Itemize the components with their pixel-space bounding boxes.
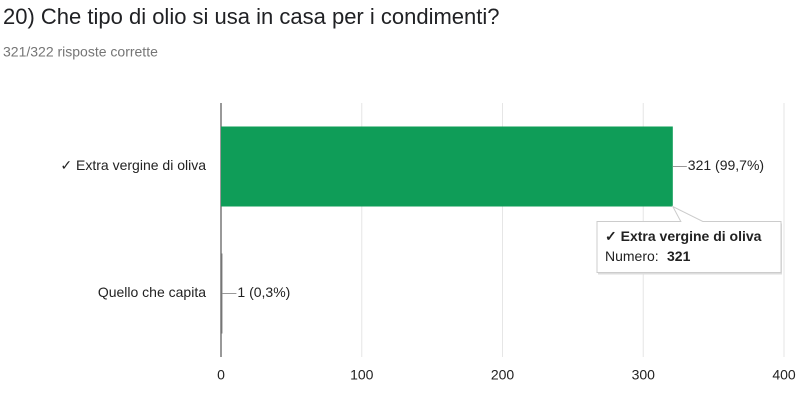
x-tick-label: 0: [217, 367, 225, 383]
bar: [221, 253, 223, 334]
x-tick-label: 200: [491, 367, 515, 383]
x-tick-label: 400: [772, 367, 796, 383]
chart-title: 20) Che tipo di olio si usa in casa per …: [3, 4, 500, 29]
x-tick-label: 100: [350, 367, 374, 383]
value-label: 1 (0,3%): [237, 284, 290, 300]
tooltip-box: [596, 205, 782, 274]
bar: [221, 126, 673, 207]
tooltip-value: 321: [667, 248, 691, 264]
chart-subtitle: 321/322 risposte corrette: [3, 44, 158, 60]
tooltip-title: ✓ Extra vergine di oliva: [605, 228, 762, 244]
tooltip-label: Numero:: [605, 248, 659, 264]
y-tick-label: Quello che capita: [98, 284, 206, 300]
value-label: 321 (99,7%): [688, 157, 764, 173]
x-tick-label: 300: [632, 367, 656, 383]
y-tick-label: ✓ Extra vergine di oliva: [60, 157, 206, 173]
